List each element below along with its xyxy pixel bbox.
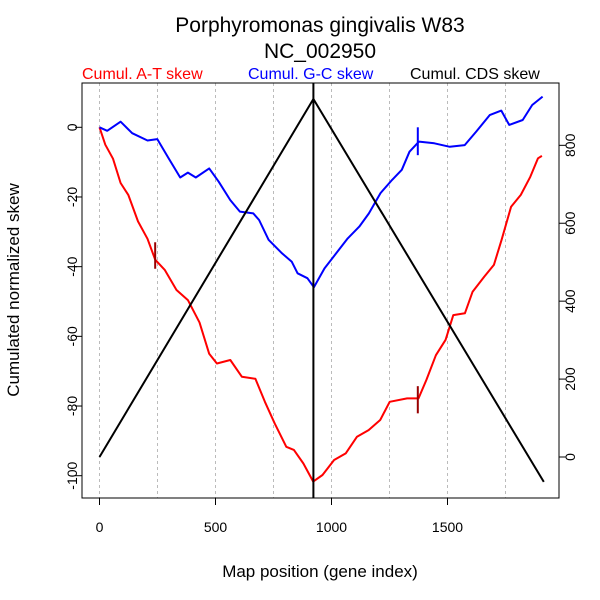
y2-tick-label: 800 — [562, 133, 578, 157]
y-tick-label: 0 — [64, 123, 80, 131]
x-tick-label: 500 — [204, 519, 228, 535]
series-layer — [98, 83, 545, 498]
legend-gc-skew: Cumul. G-C skew — [248, 66, 374, 83]
y-tick-label: -60 — [64, 326, 80, 346]
y-axis-label: Cumulated normalized skew — [4, 183, 23, 397]
series-line-2 — [98, 98, 545, 483]
series-line-1 — [99, 95, 544, 289]
plot-frame — [81, 82, 560, 499]
chart-subtitle: NC_002950 — [264, 40, 376, 63]
legend-at-skew: Cumul. A-T skew — [82, 66, 203, 83]
y-tick-label: -20 — [64, 187, 80, 207]
y-tick-label: -100 — [64, 461, 80, 489]
x-tick-label: 1000 — [316, 519, 347, 535]
axes: 0 500 1000 1500 0 -20 -40 -60 -80 -100 0 200 400 600 8… — [64, 123, 578, 535]
x-tick-label: 0 — [96, 519, 104, 535]
y2-tick-label: 200 — [562, 367, 578, 391]
y2-tick-label: 400 — [562, 289, 578, 313]
x-tick-label: 1500 — [432, 519, 463, 535]
legend-cds-skew: Cumul. CDS skew — [410, 66, 540, 83]
y-tick-label: -80 — [64, 396, 80, 416]
y-tick-label: -40 — [64, 256, 80, 276]
chart-title: Porphyromonas gingivalis W83 — [175, 14, 464, 37]
y2-tick-label: 0 — [562, 453, 578, 461]
x-axis-label: Map position (gene index) — [222, 562, 418, 581]
series-line-0 — [98, 126, 543, 483]
y2-tick-label: 600 — [562, 211, 578, 235]
